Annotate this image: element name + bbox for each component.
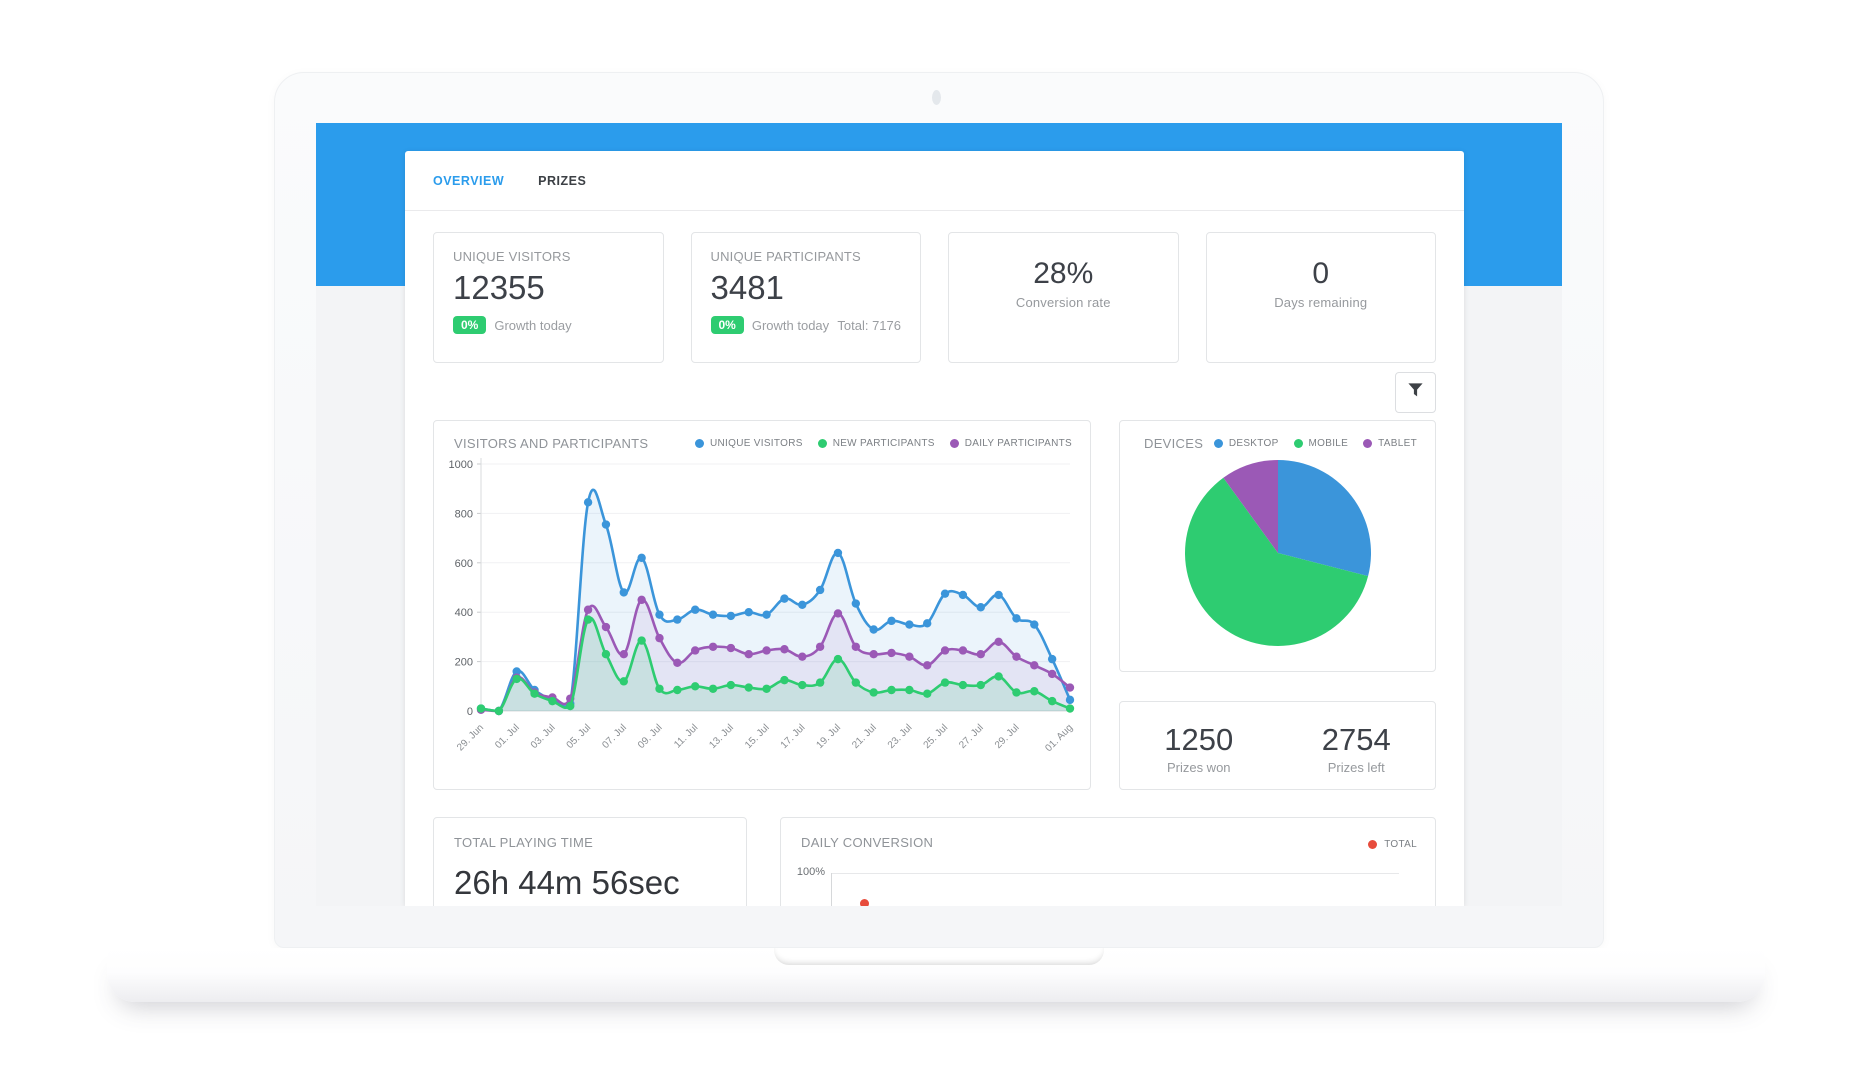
filter-button[interactable] [1395, 372, 1436, 413]
y-axis-line [831, 873, 832, 906]
stat-label: Conversion rate [1015, 295, 1111, 310]
legend-label: DAILY PARTICIPANTS [964, 438, 1072, 449]
daily-conversion-data-point [860, 899, 869, 906]
prizes-left-label: Prizes left [1327, 760, 1385, 775]
funnel-icon [1408, 383, 1423, 402]
prizes-card: 1250 Prizes won 2754 Prizes left [1119, 701, 1436, 790]
legend-label: MOBILE [1308, 438, 1349, 449]
svg-text:01. Jul: 01. Jul [493, 722, 522, 751]
stat-card-unique-visitors: UNIQUE VISITORS 12355 0% Growth today [433, 232, 664, 363]
svg-text:11. Jul: 11. Jul [672, 722, 700, 750]
svg-text:1000: 1000 [449, 459, 473, 471]
stat-card-conversion-rate: 28% Conversion rate [948, 232, 1179, 363]
stat-value: 28% [1033, 257, 1094, 290]
legend-color-dot [695, 439, 705, 448]
total-legend-label: TOTAL [1384, 839, 1417, 850]
svg-text:05. Jul: 05. Jul [565, 722, 594, 751]
dashboard-panel: OVERVIEW PRIZES UNIQUE VISITORS 12355 0%… [405, 151, 1464, 906]
chart-title: VISITORS AND PARTICIPANTS [454, 436, 649, 451]
visitors-participants-chart: 0 200 400 600 800 1000 29. Jun 01. Jul 03. Jul 05… [449, 458, 1075, 754]
total-legend-dot [1368, 840, 1378, 849]
stat-label: Days remaining [1274, 295, 1368, 310]
svg-text:03. Jul: 03. Jul [529, 722, 558, 751]
svg-text:27. Jul: 27. Jul [957, 722, 986, 751]
svg-text:600: 600 [455, 558, 473, 570]
total-note: Total: 7176 [837, 317, 901, 333]
legend-color-dot [949, 439, 959, 448]
legend-item-unique-visitors[interactable]: UNIQUE VISITORS [695, 438, 803, 449]
tab-prizes[interactable]: PRIZES [538, 173, 587, 188]
tab-bar: OVERVIEW PRIZES [405, 151, 1464, 211]
growth-badge: 0% [710, 316, 744, 334]
stat-value: 12355 [453, 269, 545, 306]
visitors-participants-card: VISITORS AND PARTICIPANTS UNIQUE VISITOR… [433, 420, 1091, 790]
growth-badge: 0% [453, 316, 487, 334]
webcam-icon [932, 90, 941, 105]
laptop-base-notch [774, 948, 1104, 965]
svg-text:0: 0 [467, 706, 473, 718]
legend-label: DESKTOP [1228, 438, 1279, 449]
legend-label: UNIQUE VISITORS [710, 438, 803, 449]
bottom-row: TOTAL PLAYING TIME 26h 44m 56sec DAILY C… [433, 817, 1436, 906]
filter-row [433, 363, 1436, 420]
legend-item-new-participants[interactable]: NEW PARTICIPANTS [817, 438, 935, 449]
total-playing-time-card: TOTAL PLAYING TIME 26h 44m 56sec [433, 817, 747, 906]
gridline [831, 873, 1399, 874]
stats-row: UNIQUE VISITORS 12355 0% Growth today UN… [433, 232, 1436, 363]
svg-text:23. Jul: 23. Jul [886, 722, 915, 751]
devices-card: DEVICES DESKTOP MOBILE TABLET [1119, 420, 1436, 672]
prizes-won-label: Prizes won [1166, 760, 1231, 775]
daily-conversion-legend[interactable]: TOTAL [1368, 839, 1417, 850]
chart-title: DEVICES [1144, 436, 1204, 451]
stat-value: 3481 [710, 269, 784, 306]
devices-pie-chart [1184, 460, 1371, 646]
legend-label: TABLET [1378, 438, 1417, 449]
stat-label: UNIQUE PARTICIPANTS [710, 249, 861, 264]
charts-row: VISITORS AND PARTICIPANTS UNIQUE VISITOR… [433, 420, 1436, 790]
svg-text:09. Jul: 09. Jul [636, 722, 665, 751]
laptop-screen: OVERVIEW PRIZES UNIQUE VISITORS 12355 0%… [316, 123, 1562, 906]
stat-card-days-remaining: 0 Days remaining [1205, 232, 1436, 363]
svg-text:13. Jul: 13. Jul [707, 722, 736, 751]
legend-item-mobile[interactable]: MOBILE [1293, 438, 1349, 449]
prizes-won-value: 1250 [1164, 722, 1234, 757]
svg-text:400: 400 [455, 607, 473, 619]
svg-text:17. Jul: 17. Jul [779, 722, 808, 751]
chart-title: DAILY CONVERSION [801, 835, 934, 850]
svg-text:200: 200 [455, 657, 473, 669]
y-axis-top-label: 100% [796, 866, 825, 878]
legend-color-dot [817, 439, 827, 448]
tab-overview[interactable]: OVERVIEW [433, 173, 505, 188]
legend-color-dot [1293, 439, 1303, 448]
legend-item-desktop[interactable]: DESKTOP [1213, 438, 1279, 449]
playing-time-value: 26h 44m 56sec [454, 864, 680, 901]
svg-text:07. Jul: 07. Jul [600, 722, 629, 751]
growth-note: Growth today [751, 317, 830, 333]
card-title: TOTAL PLAYING TIME [454, 835, 594, 850]
legend-item-tablet[interactable]: TABLET [1363, 438, 1417, 449]
legend-color-dot [1363, 439, 1373, 448]
svg-text:25. Jul: 25. Jul [922, 722, 951, 751]
prizes-left-value: 2754 [1321, 722, 1391, 757]
stat-label: UNIQUE VISITORS [453, 249, 571, 264]
dashboard-body: UNIQUE VISITORS 12355 0% Growth today UN… [405, 232, 1464, 906]
legend-color-dot [1213, 439, 1223, 448]
svg-text:800: 800 [455, 508, 473, 520]
legend-label: NEW PARTICIPANTS [832, 438, 935, 449]
svg-text:01. Aug: 01. Aug [1043, 722, 1075, 754]
stat-value: 0 [1312, 257, 1330, 290]
svg-text:29. Jun: 29. Jun [455, 722, 486, 753]
svg-text:29. Jul: 29. Jul [993, 722, 1022, 751]
devices-chart-legend: DESKTOP MOBILE TABLET [1213, 438, 1417, 449]
svg-text:15. Jul: 15. Jul [743, 722, 772, 751]
legend-item-daily-participants[interactable]: DAILY PARTICIPANTS [949, 438, 1072, 449]
svg-text:19. Jul: 19. Jul [814, 722, 843, 751]
growth-note: Growth today [494, 317, 572, 333]
daily-conversion-card: DAILY CONVERSION TOTAL 100% [780, 817, 1436, 906]
visitors-chart-legend: UNIQUE VISITORS NEW PARTICIPANTS DAILY PAR… [695, 438, 1072, 449]
stat-card-unique-participants: UNIQUE PARTICIPANTS 3481 0% Growth today… [690, 232, 921, 363]
svg-text:21. Jul: 21. Jul [850, 722, 879, 751]
